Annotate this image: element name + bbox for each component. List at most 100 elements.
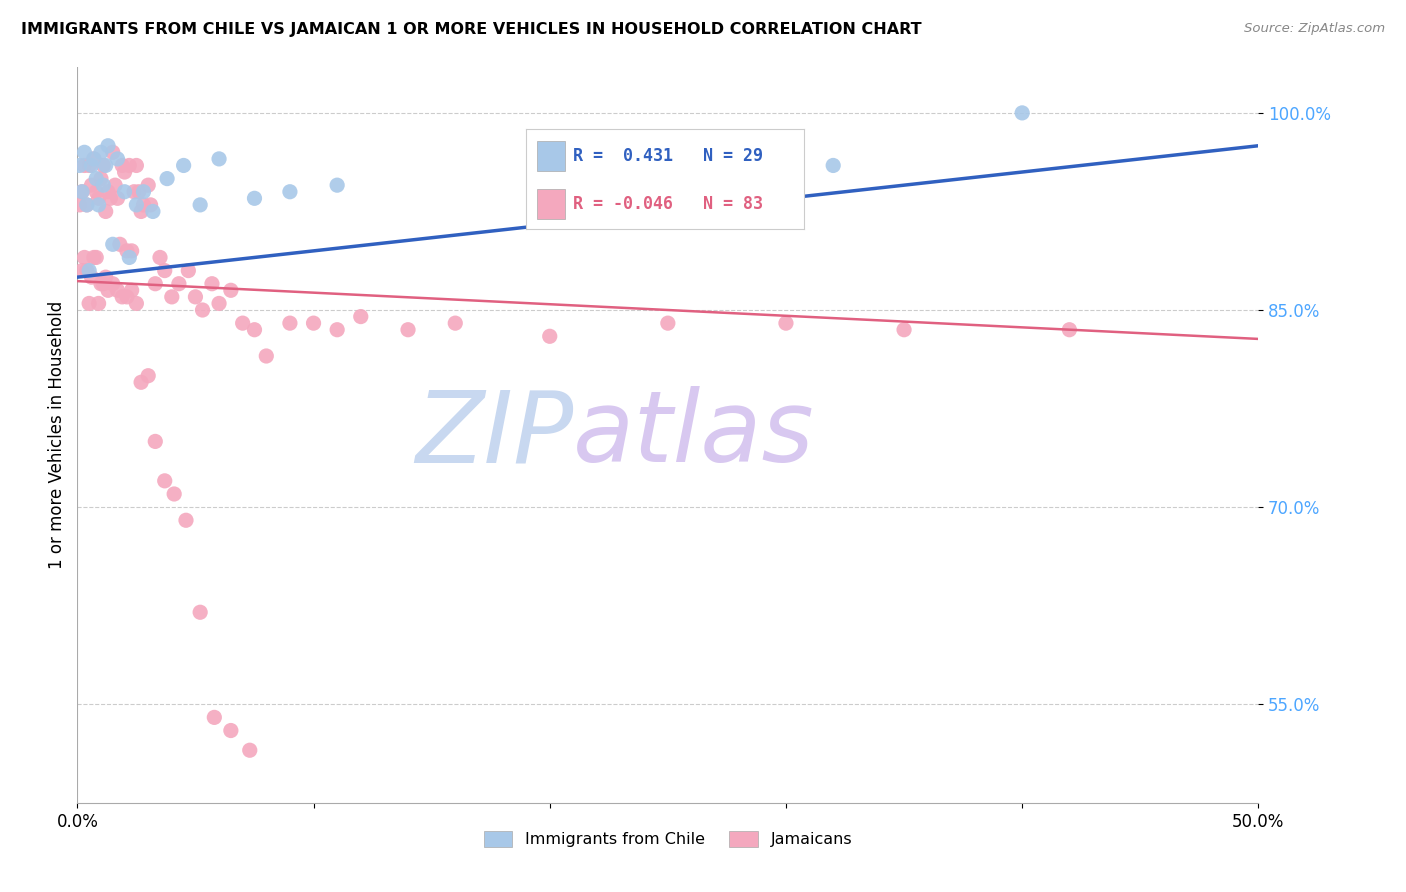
Point: [77, 263, 100, 277]
Point: [108, 237, 131, 252]
Point: [232, 316, 254, 330]
Point: [129, 376, 152, 390]
Point: [87, 198, 110, 212]
Point: [188, 198, 211, 212]
Point: [160, 290, 183, 304]
Point: [107, 283, 129, 297]
Point: [97, 185, 120, 199]
Point: [87, 191, 110, 205]
Point: [118, 251, 141, 265]
Text: ZIP: ZIP: [415, 386, 574, 483]
Point: [243, 191, 266, 205]
Point: [167, 277, 190, 291]
Point: [115, 244, 138, 258]
Point: [69, 158, 91, 172]
Point: [444, 316, 467, 330]
Point: [302, 316, 325, 330]
Point: [87, 296, 110, 310]
Point: [70, 263, 93, 277]
Text: IMMIGRANTS FROM CHILE VS JAMAICAN 1 OR MORE VEHICLES IN HOUSEHOLD CORRELATION CH: IMMIGRANTS FROM CHILE VS JAMAICAN 1 OR M…: [21, 22, 922, 37]
Point: [143, 434, 166, 449]
Point: [70, 185, 93, 199]
Point: [142, 204, 165, 219]
Point: [90, 171, 112, 186]
Point: [125, 198, 148, 212]
Point: [136, 368, 159, 383]
Point: [83, 152, 105, 166]
Point: [125, 158, 148, 172]
Legend: Immigrants from Chile, Jamaicans: Immigrants from Chile, Jamaicans: [477, 824, 859, 854]
Point: [101, 277, 124, 291]
Point: [80, 158, 103, 172]
Point: [90, 277, 112, 291]
Point: [173, 158, 195, 172]
Point: [128, 185, 150, 199]
Point: [91, 178, 114, 193]
Point: [84, 185, 107, 199]
Point: [107, 191, 129, 205]
Point: [326, 323, 349, 337]
Y-axis label: 1 or more Vehicles in Household: 1 or more Vehicles in Household: [48, 301, 66, 569]
Point: [94, 158, 117, 172]
Text: atlas: atlas: [574, 386, 815, 483]
Point: [121, 244, 143, 258]
Point: [163, 487, 186, 501]
Point: [91, 158, 114, 172]
Point: [208, 152, 231, 166]
Point: [243, 323, 266, 337]
Point: [184, 290, 207, 304]
Point: [208, 296, 231, 310]
Point: [77, 296, 100, 310]
Point: [1059, 323, 1081, 337]
Point: [76, 198, 98, 212]
Point: [83, 152, 105, 166]
Point: [80, 178, 103, 193]
Point: [101, 145, 124, 160]
Point: [97, 138, 120, 153]
Point: [84, 171, 107, 186]
Point: [83, 251, 105, 265]
Point: [94, 270, 117, 285]
Point: [91, 277, 114, 291]
Point: [188, 605, 211, 619]
Point: [278, 185, 301, 199]
Point: [73, 145, 96, 160]
Point: [90, 145, 112, 160]
Point: [153, 474, 176, 488]
Point: [191, 303, 214, 318]
Point: [893, 323, 915, 337]
Point: [177, 263, 200, 277]
Point: [174, 513, 197, 527]
Point: [73, 251, 96, 265]
Point: [129, 204, 152, 219]
Point: [149, 251, 172, 265]
Point: [104, 178, 127, 193]
Point: [118, 158, 141, 172]
Point: [125, 296, 148, 310]
Point: [121, 283, 143, 297]
Point: [219, 723, 242, 738]
Point: [657, 316, 679, 330]
Point: [80, 270, 103, 285]
Point: [76, 263, 98, 277]
Point: [1011, 106, 1033, 120]
Point: [76, 198, 98, 212]
Point: [69, 198, 91, 212]
Point: [94, 204, 117, 219]
Point: [326, 178, 349, 193]
Point: [111, 290, 134, 304]
Point: [84, 251, 107, 265]
Point: [136, 178, 159, 193]
Point: [73, 158, 96, 172]
Point: [70, 185, 93, 199]
Point: [278, 316, 301, 330]
Point: [775, 316, 797, 330]
Point: [823, 158, 845, 172]
Text: Source: ZipAtlas.com: Source: ZipAtlas.com: [1244, 22, 1385, 36]
Point: [115, 290, 138, 304]
Point: [114, 185, 136, 199]
Point: [153, 263, 176, 277]
Point: [111, 158, 134, 172]
Point: [239, 743, 262, 757]
Point: [107, 152, 129, 166]
